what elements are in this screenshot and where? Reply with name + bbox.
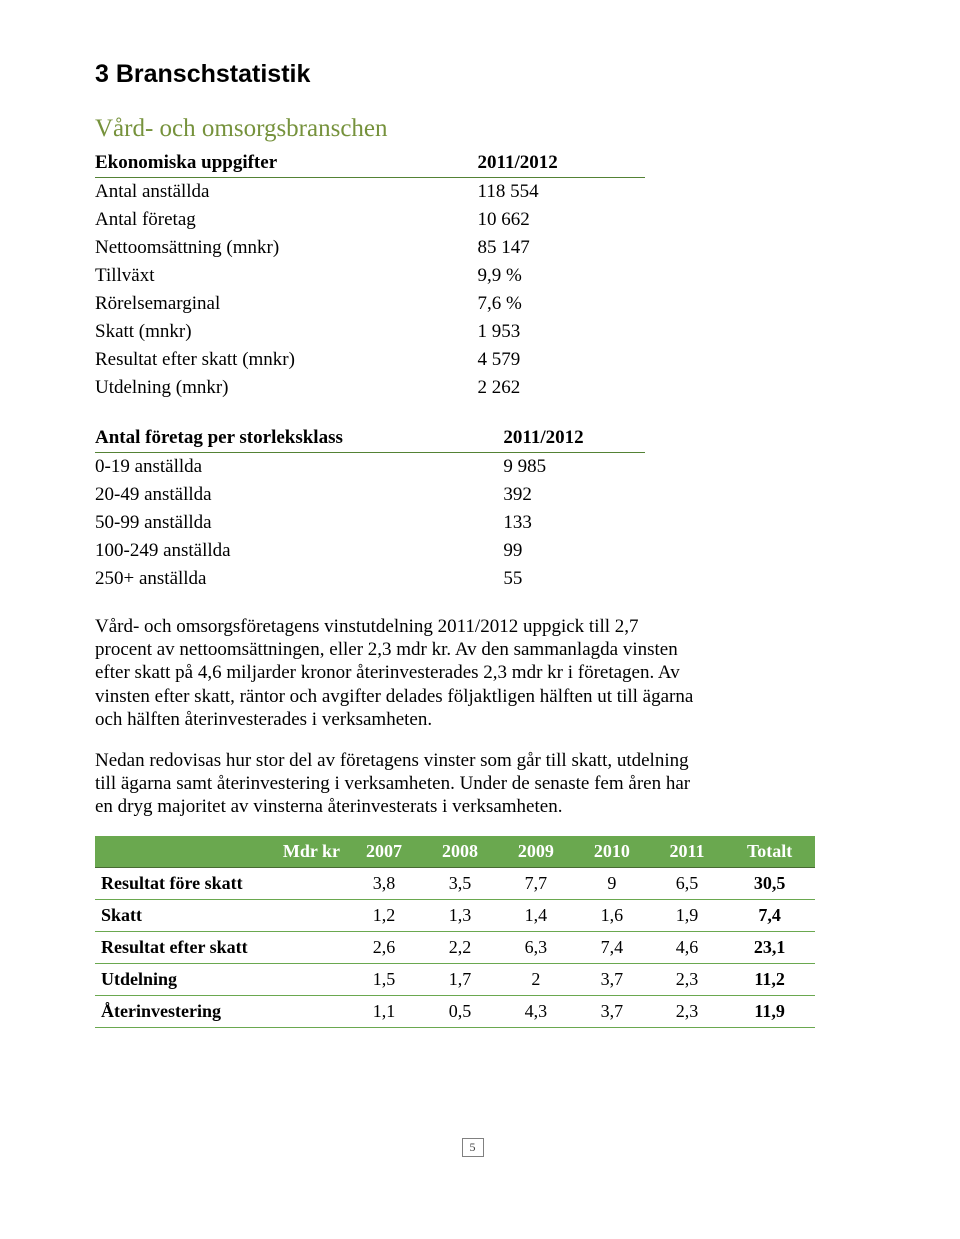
profit-col-5: 2011: [650, 836, 724, 868]
row-label: 50-99 anställda: [95, 509, 473, 537]
profit-body: Resultat före skatt3,83,57,796,530,5 Skat…: [95, 868, 815, 1028]
profit-cell: 0,5: [422, 996, 498, 1028]
row-value: 85 147: [448, 234, 645, 262]
profit-cell: 3,8: [346, 868, 422, 900]
row-value: 55: [473, 565, 645, 593]
profit-cell: 2,3: [650, 996, 724, 1028]
profit-cell: 1,3: [422, 900, 498, 932]
profit-table: Mdr kr 2007 2008 2009 2010 2011 Totalt R…: [95, 836, 815, 1028]
table2-header-right: 2011/2012: [473, 424, 645, 453]
page-number: 5: [462, 1138, 484, 1157]
profit-cell: 1,5: [346, 964, 422, 996]
profit-col-3: 2009: [498, 836, 574, 868]
profit-cell: 1,6: [574, 900, 650, 932]
profit-row-label: Återinvestering: [95, 996, 346, 1028]
table1-body: Antal anställda118 554Antal företag10 66…: [95, 178, 645, 403]
profit-cell: 7,4: [724, 900, 815, 932]
profit-col-6: Totalt: [724, 836, 815, 868]
profit-cell: 11,9: [724, 996, 815, 1028]
row-label: Antal företag: [95, 206, 448, 234]
table1-header-left: Ekonomiska uppgifter: [95, 149, 448, 178]
profit-col-2: 2008: [422, 836, 498, 868]
profit-cell: 7,7: [498, 868, 574, 900]
profit-row-label: Resultat efter skatt: [95, 932, 346, 964]
paragraph-1: Vård- och omsorgsföretagens vinstutdelni…: [95, 615, 695, 731]
row-value: 7,6 %: [448, 290, 645, 318]
profit-cell: 4,3: [498, 996, 574, 1028]
row-value: 118 554: [448, 178, 645, 207]
profit-cell: 23,1: [724, 932, 815, 964]
profit-cell: 9: [574, 868, 650, 900]
row-value: 392: [473, 481, 645, 509]
profit-cell: 1,9: [650, 900, 724, 932]
row-label: 250+ anställda: [95, 565, 473, 593]
profit-cell: 6,5: [650, 868, 724, 900]
profit-row-label: Utdelning: [95, 964, 346, 996]
profit-col-1: 2007: [346, 836, 422, 868]
row-value: 99: [473, 537, 645, 565]
profit-header-row: Mdr kr 2007 2008 2009 2010 2011 Totalt: [95, 836, 815, 868]
profit-cell: 30,5: [724, 868, 815, 900]
row-value: 9 985: [473, 453, 645, 482]
row-label: Rörelsemarginal: [95, 290, 448, 318]
row-label: Skatt (mnkr): [95, 318, 448, 346]
profit-col-0: Mdr kr: [95, 836, 346, 868]
row-label: 100-249 anställda: [95, 537, 473, 565]
row-value: 10 662: [448, 206, 645, 234]
profit-cell: 1,4: [498, 900, 574, 932]
section-heading: 3 Branschstatistik: [95, 60, 850, 89]
row-label: Nettoomsättning (mnkr): [95, 234, 448, 262]
row-label: Utdelning (mnkr): [95, 374, 448, 402]
table2-header-left: Antal företag per storleksklass: [95, 424, 473, 453]
profit-cell: 1,2: [346, 900, 422, 932]
page-footer: 5: [95, 1138, 850, 1157]
row-value: 133: [473, 509, 645, 537]
profit-col-4: 2010: [574, 836, 650, 868]
profit-cell: 2,2: [422, 932, 498, 964]
profit-row-label: Skatt: [95, 900, 346, 932]
row-value: 1 953: [448, 318, 645, 346]
row-label: 20-49 anställda: [95, 481, 473, 509]
row-value: 2 262: [448, 374, 645, 402]
row-label: Resultat efter skatt (mnkr): [95, 346, 448, 374]
row-value: 9,9 %: [448, 262, 645, 290]
profit-cell: 11,2: [724, 964, 815, 996]
profit-cell: 2: [498, 964, 574, 996]
row-label: Antal anställda: [95, 178, 448, 207]
profit-cell: 4,6: [650, 932, 724, 964]
profit-cell: 1,7: [422, 964, 498, 996]
subheading: Vård- och omsorgsbranschen: [95, 115, 850, 143]
profit-cell: 3,7: [574, 964, 650, 996]
paragraph-2: Nedan redovisas hur stor del av företage…: [95, 749, 695, 819]
economic-table: Ekonomiska uppgifter 2011/2012 Antal ans…: [95, 149, 645, 402]
row-label: 0-19 anställda: [95, 453, 473, 482]
table1-header-right: 2011/2012: [448, 149, 645, 178]
profit-row-label: Resultat före skatt: [95, 868, 346, 900]
sizeclass-table: Antal företag per storleksklass 2011/201…: [95, 424, 645, 593]
row-label: Tillväxt: [95, 262, 448, 290]
table2-body: 0-19 anställda9 98520-49 anställda39250-…: [95, 453, 645, 594]
profit-cell: 3,5: [422, 868, 498, 900]
profit-cell: 3,7: [574, 996, 650, 1028]
profit-cell: 2,3: [650, 964, 724, 996]
profit-cell: 1,1: [346, 996, 422, 1028]
profit-cell: 7,4: [574, 932, 650, 964]
profit-cell: 6,3: [498, 932, 574, 964]
row-value: 4 579: [448, 346, 645, 374]
profit-cell: 2,6: [346, 932, 422, 964]
